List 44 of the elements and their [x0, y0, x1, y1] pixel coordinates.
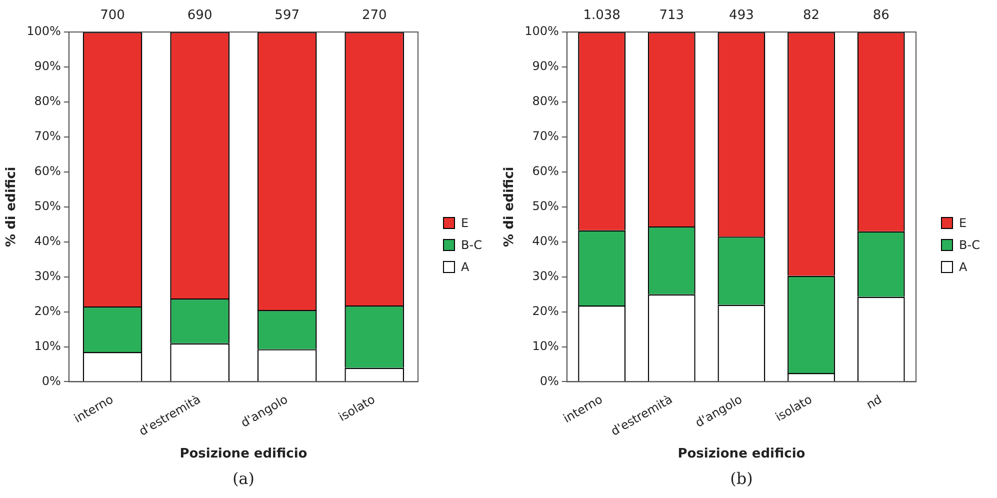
text: 713 — [659, 8, 684, 23]
y-tick-label: 40% — [532, 234, 559, 248]
legend-label: B-C — [461, 238, 482, 252]
y-axis-title: % di edifici — [502, 166, 518, 247]
text: 493 — [729, 8, 754, 23]
legend-label: B-C — [959, 238, 980, 252]
x-axis-title: Posizione edificio — [180, 446, 308, 462]
text: 597 — [274, 8, 300, 23]
y-tick-label: 80% — [532, 94, 559, 108]
y-tick-label: 10% — [34, 338, 61, 353]
text: 82 — [803, 8, 820, 23]
y-tick-label: 20% — [532, 304, 559, 318]
y-tick-label: 30% — [532, 268, 559, 283]
text: 270 — [362, 8, 387, 23]
y-tick-label: 40% — [34, 234, 61, 248]
y-tick-label: 100% — [26, 24, 61, 38]
y-tick-label: 50% — [34, 198, 61, 213]
x-axis-title: Posizione edificio — [678, 446, 806, 462]
y-tick-label: 100% — [524, 24, 559, 38]
legend-label: A — [461, 260, 470, 274]
y-tick-label: 0% — [540, 374, 559, 388]
y-tick-label: 60% — [532, 164, 559, 178]
y-tick-label: 60% — [34, 164, 61, 178]
y-tick-label: 20% — [34, 304, 61, 318]
y-tick-label: 30% — [34, 268, 61, 283]
y-tick-label: 90% — [532, 59, 559, 74]
text: 700 — [100, 8, 125, 23]
y-tick-label: 10% — [532, 338, 559, 353]
y-tick-label: 0% — [42, 374, 61, 388]
text: 690 — [187, 8, 212, 23]
legend-label: E — [959, 216, 967, 230]
text: 86 — [872, 8, 890, 23]
y-tick-label: 50% — [532, 198, 559, 213]
y-tick-label: 70% — [34, 129, 61, 144]
x-tick-label: nd — [864, 392, 884, 412]
text: E — [461, 216, 469, 230]
text: (a) — [232, 469, 254, 488]
text: (b) — [730, 469, 753, 488]
y-axis-title: % di edifici — [4, 166, 20, 247]
text: 1.038 — [583, 8, 620, 23]
y-tick-label: 80% — [34, 94, 61, 108]
y-tick-label: 70% — [532, 129, 559, 144]
y-tick-label: 90% — [34, 59, 61, 74]
text: A — [959, 260, 968, 274]
